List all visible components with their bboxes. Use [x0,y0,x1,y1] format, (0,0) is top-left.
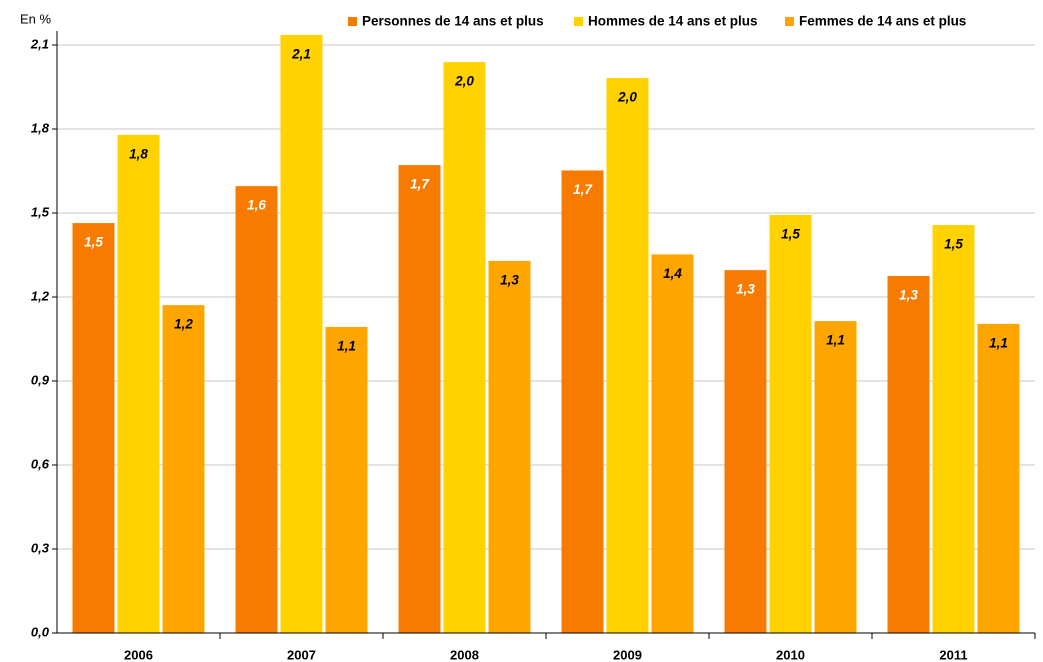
value-label: 2,0 [454,74,474,89]
value-label: 1,3 [736,282,755,297]
y-tick-label: 0,0 [31,624,50,639]
y-tick-label: 1,8 [31,120,50,135]
x-tick-label: 2008 [450,647,479,662]
legend-swatch [785,17,794,26]
y-tick-label: 0,6 [31,456,50,471]
value-label: 1,7 [573,182,593,197]
bar [72,223,115,633]
x-tick-label: 2007 [287,647,316,662]
value-label: 1,5 [944,237,963,252]
bar [724,270,767,633]
value-label: 2,1 [291,46,311,61]
y-tick-label: 1,5 [31,204,50,219]
value-label: 1,7 [410,177,430,192]
bar [280,34,323,634]
value-label: 1,3 [899,288,918,303]
bar [977,323,1020,633]
value-label: 1,6 [247,198,266,213]
bar [606,78,649,634]
y-tick-label: 1,2 [31,288,50,303]
bar [117,134,160,633]
bar [325,326,368,633]
bar [235,186,278,633]
bar [932,225,975,634]
y-tick-label: 0,3 [31,540,50,555]
y-axis-label: En % [20,11,52,26]
bar [887,276,930,633]
bar [561,170,604,633]
x-tick-label: 2006 [124,647,153,662]
legend-swatch [348,17,357,26]
x-tick-label: 2009 [613,647,642,662]
bar [814,321,857,633]
x-tick-label: 2011 [939,647,967,662]
legend-label: Personnes de 14 ans et plus [362,14,544,29]
y-tick-label: 2,1 [30,36,49,51]
value-label: 2,0 [617,90,637,105]
value-label: 1,5 [84,235,103,250]
bar [443,62,486,633]
y-tick-label: 0,9 [31,372,50,387]
value-label: 1,1 [989,335,1008,350]
value-label: 1,8 [129,146,148,161]
bar [769,214,812,633]
legend-swatch [574,17,583,26]
bar [488,260,531,633]
value-label: 1,2 [174,317,193,332]
value-label: 1,5 [781,227,800,242]
bar [162,305,205,633]
legend-label: Femmes de 14 ans et plus [799,14,966,29]
value-label: 1,1 [826,333,845,348]
value-label: 1,1 [337,339,356,354]
value-label: 1,3 [500,272,519,287]
x-tick-label: 2010 [776,647,805,662]
legend-label: Hommes de 14 ans et plus [588,14,758,29]
bar [651,254,694,633]
value-label: 1,4 [663,266,682,281]
bar [398,165,441,633]
